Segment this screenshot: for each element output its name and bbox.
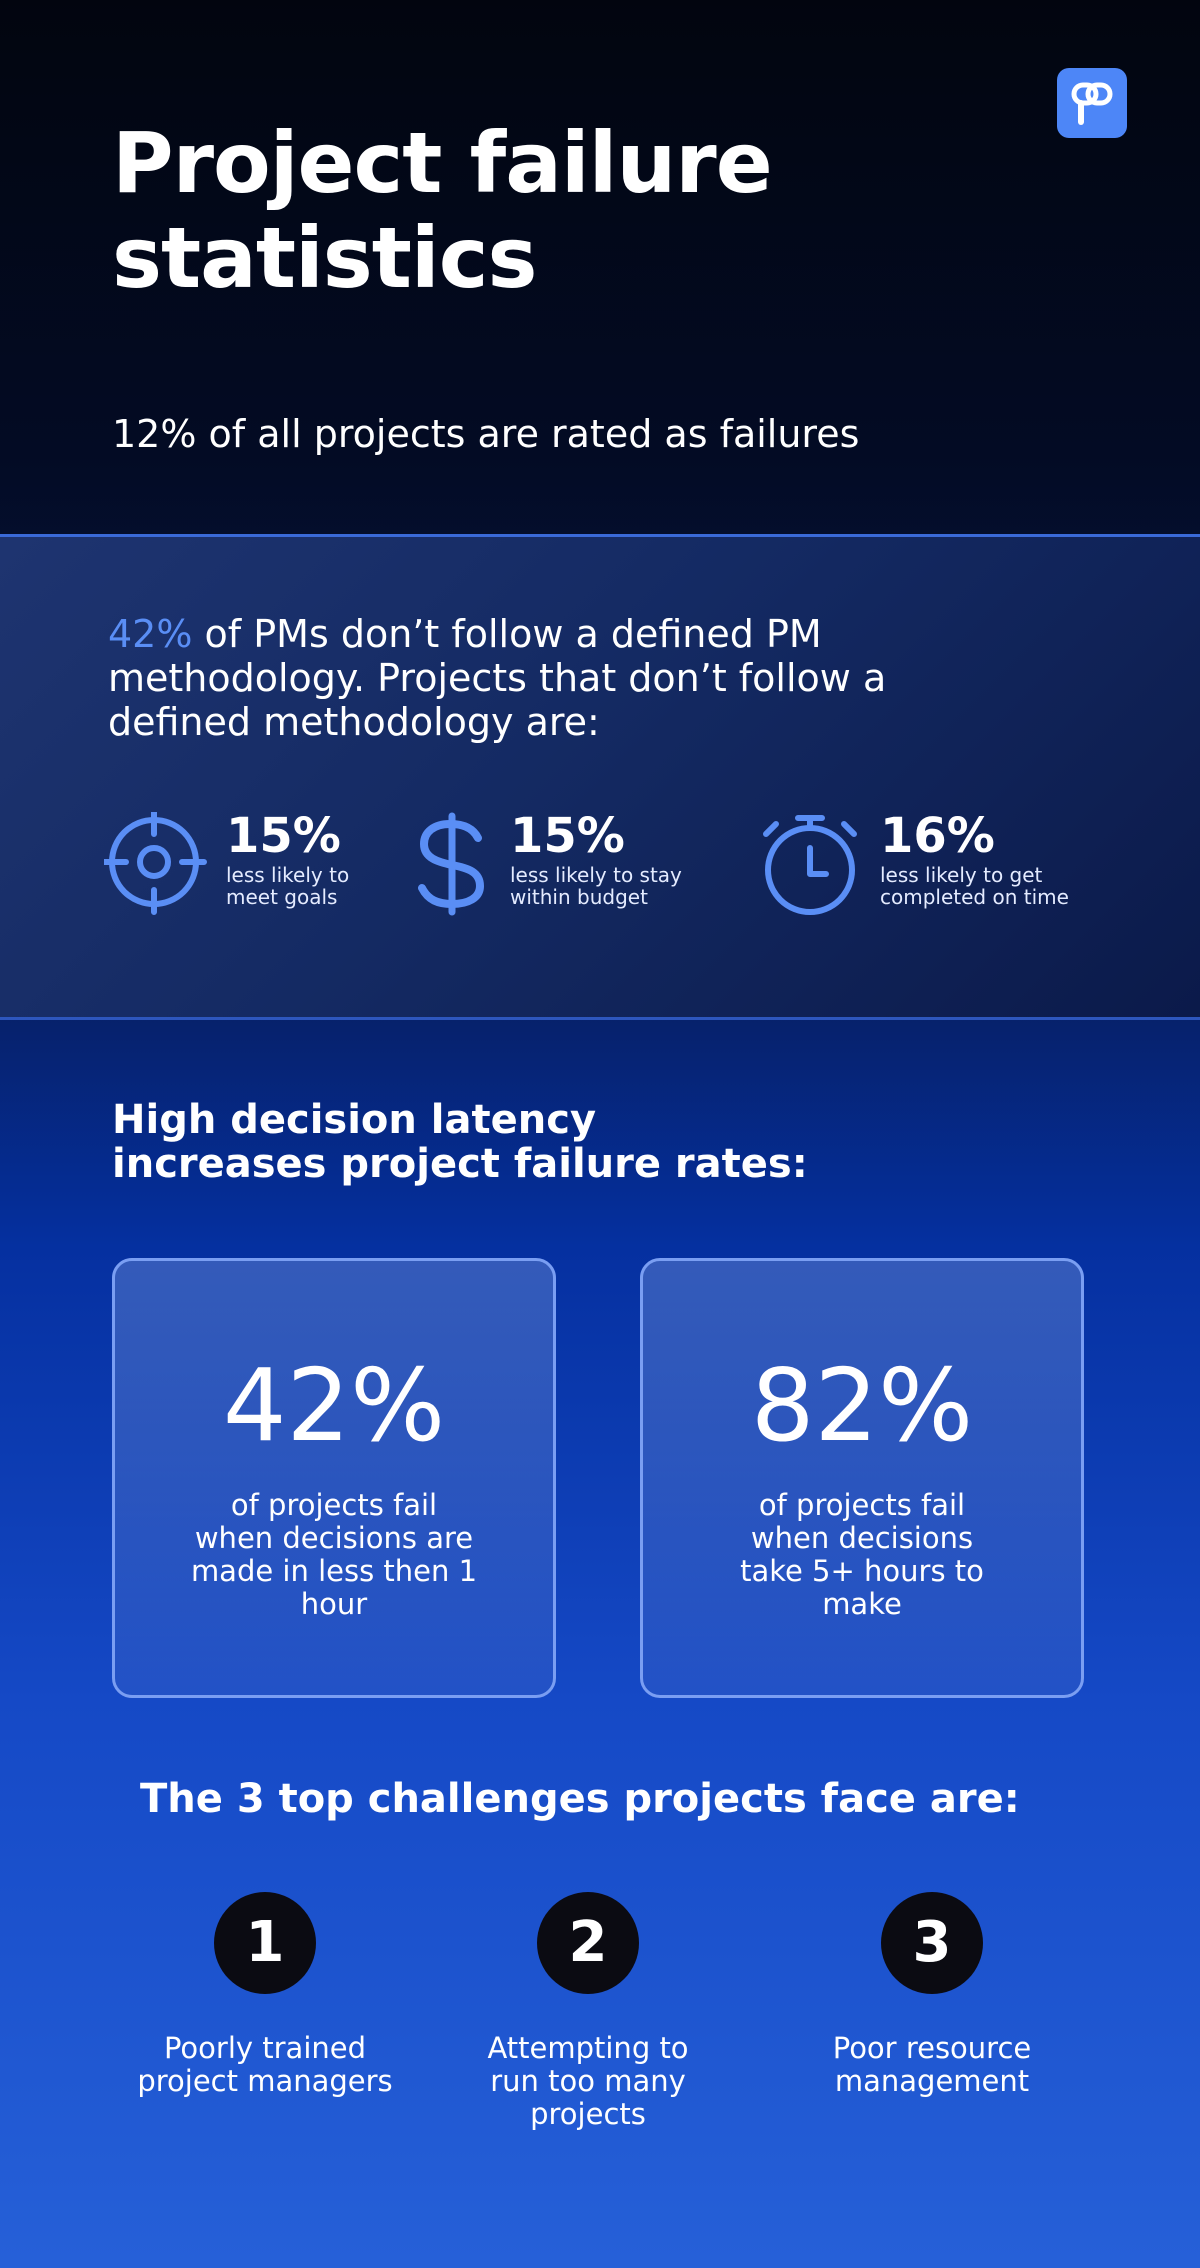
stat-value: 16% bbox=[880, 808, 995, 864]
challenge-number-badge: 2 bbox=[537, 1892, 639, 1994]
stat-budget: 15% less likely to stay within budget bbox=[412, 808, 682, 916]
methodology-band bbox=[0, 534, 1200, 1020]
stat-label: less likely to get bbox=[880, 863, 1043, 887]
stat-label: within budget bbox=[510, 885, 648, 909]
stopwatch-icon bbox=[763, 815, 857, 915]
brand-logo bbox=[1057, 68, 1127, 138]
latency-title: High decision latency increases project … bbox=[112, 1097, 808, 1187]
challenge-number-badge: 1 bbox=[214, 1892, 316, 1994]
brand-logo-icon bbox=[1071, 82, 1113, 125]
stat-label: completed on time bbox=[880, 885, 1069, 909]
card-value: 42% bbox=[222, 1347, 446, 1464]
target-icon bbox=[104, 812, 207, 915]
dollar-icon bbox=[418, 812, 485, 916]
stat-value: 15% bbox=[510, 808, 625, 864]
methodology-text: 42% of PMs don’t follow a defined PM met… bbox=[108, 612, 928, 744]
card-value: 82% bbox=[750, 1347, 974, 1464]
page-subtitle: 12% of all projects are rated as failure… bbox=[112, 412, 860, 456]
stat-time: 16% less likely to get completed on time bbox=[758, 808, 1069, 916]
page-title: Project failure statistics bbox=[112, 114, 773, 307]
methodology-body: of PMs don’t follow a defined PM methodo… bbox=[108, 612, 887, 744]
methodology-highlight: 42% bbox=[108, 612, 193, 656]
stat-value: 15% bbox=[226, 808, 341, 864]
challenge-item: 3 Poor resource management bbox=[782, 1892, 1082, 2098]
challenge-text: Attempting to run too many projects bbox=[487, 2031, 689, 2131]
card-text: of projects fail when decisions take 5+ … bbox=[740, 1488, 984, 1621]
card-text: of projects fail when decisions are made… bbox=[190, 1488, 478, 1621]
latency-card: 42% of projects fail when decisions are … bbox=[112, 1258, 556, 1698]
challenge-text: Poorly trained project managers bbox=[137, 2031, 393, 2098]
latency-card: 82% of projects fail when decisions take… bbox=[640, 1258, 1084, 1698]
challenge-item: 2 Attempting to run too many projects bbox=[438, 1892, 738, 2131]
stat-label: less likely to stay bbox=[510, 863, 682, 887]
challenges-title: The 3 top challenges projects face are: bbox=[140, 1776, 1020, 1822]
challenge-item: 1 Poorly trained project managers bbox=[115, 1892, 415, 2098]
challenge-number-badge: 3 bbox=[881, 1892, 983, 1994]
stat-label: less likely to bbox=[226, 863, 350, 887]
challenge-text: Poor resource management bbox=[832, 2031, 1032, 2098]
stat-label: meet goals bbox=[226, 885, 338, 909]
stat-goals: 15% less likely to meet goals bbox=[104, 808, 350, 916]
